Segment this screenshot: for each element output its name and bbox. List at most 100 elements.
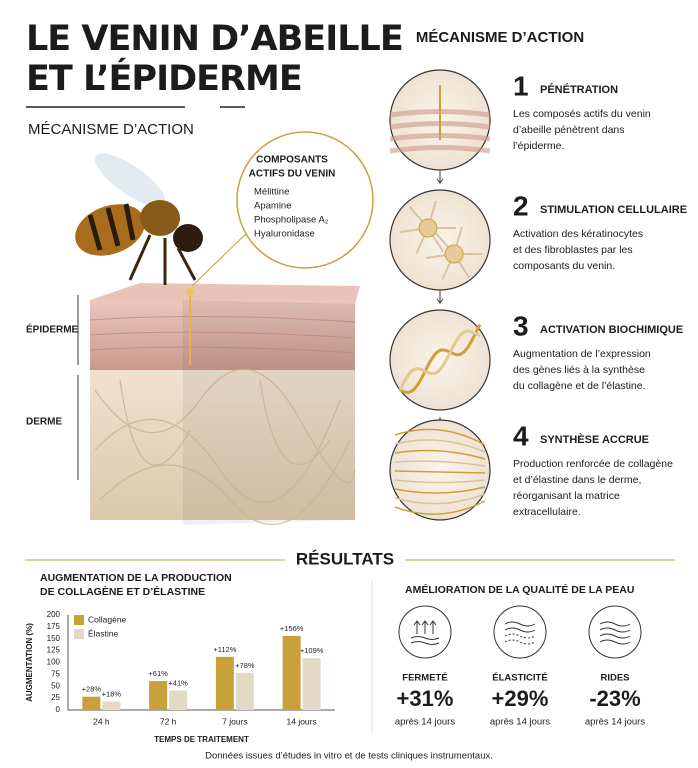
step-title: STIMULATION CELLULAIRE — [540, 204, 687, 216]
icon-wave — [410, 641, 440, 645]
footnote: Données issues d’études in vitro et de t… — [205, 751, 493, 762]
bar — [235, 672, 254, 710]
step-text: composants du venin. — [513, 260, 615, 272]
main-title: LE VENIN D’ABEILLE — [26, 19, 403, 59]
icon-dna — [399, 323, 482, 394]
step-icon — [394, 428, 486, 515]
quality-value: +29% — [492, 686, 549, 711]
legend-swatch — [74, 615, 84, 625]
quality-note: après 14 jours — [395, 717, 455, 728]
y-tick-label: 0 — [56, 705, 61, 714]
section-title: RÉSULTATS — [296, 549, 394, 568]
x-tick-label: 72 h — [160, 716, 177, 726]
icon-fiber — [394, 460, 486, 467]
component: Apamine — [254, 201, 292, 212]
step-title: PÉNÉTRATION — [540, 83, 618, 96]
step-text: des gènes liés à la synthèse — [513, 364, 645, 376]
section-title: MÉCANISME D’ACTION — [416, 29, 584, 46]
y-tick-label: 75 — [51, 669, 60, 678]
step-number: 4 — [513, 420, 529, 451]
quality-value: +31% — [397, 686, 454, 711]
value-label: +18% — [102, 689, 122, 698]
icon-wave — [504, 633, 536, 639]
icon-fiber — [394, 493, 486, 505]
icon-wave — [599, 621, 631, 627]
quality-value: -23% — [589, 686, 640, 711]
bar — [169, 690, 188, 710]
icon-layer — [389, 145, 491, 154]
quality-note: après 14 jours — [585, 717, 645, 728]
icon-fiber — [394, 439, 486, 453]
quality-title: AMÉLIORATION DE LA QUALITÉ DE LA PEAU — [405, 583, 634, 596]
bar — [82, 696, 101, 710]
step-title: ACTIVATION BIOCHIMIQUE — [540, 324, 683, 336]
icon-arrow-up — [413, 620, 421, 634]
legend-swatch — [74, 629, 84, 639]
chart-title: DE COLLAGÈNE ET D’ÉLASTINE — [40, 585, 205, 598]
step-text: extracellulaire. — [513, 506, 581, 518]
icon-wave — [410, 636, 440, 640]
step-circle — [389, 309, 491, 411]
step-text: l’épiderme. — [513, 140, 564, 152]
bar — [149, 681, 168, 710]
x-tick-label: 14 jours — [287, 716, 317, 726]
step-number: 2 — [513, 190, 529, 221]
step-arrow — [436, 178, 444, 184]
icon-fiber — [394, 449, 486, 460]
value-label: +156% — [280, 624, 304, 633]
icon-cell — [444, 244, 464, 264]
quality-label: RIDES — [600, 673, 629, 684]
step-text: réorganisant la matrice — [513, 490, 620, 502]
icon-dna — [398, 329, 481, 391]
quality-icon-circle — [588, 605, 642, 659]
y-tick-label: 150 — [47, 634, 61, 643]
y-axis-label: AUGMENTATION (%) — [25, 623, 34, 702]
icon-fiber — [394, 470, 486, 474]
legend-label: Collagène — [88, 614, 127, 624]
bar — [215, 656, 234, 710]
icon-fiber — [394, 428, 486, 446]
step-text: Augmentation de l’expression — [513, 348, 651, 360]
icon-arrow-up — [421, 620, 429, 634]
value-label: +61% — [148, 669, 168, 678]
x-tick-label: 24 h — [93, 716, 110, 726]
icon-wave — [599, 627, 631, 633]
value-label: +28% — [82, 685, 102, 694]
subtitle: MÉCANISME D’ACTION — [28, 121, 194, 138]
x-axis-label: TEMPS DE TRAITEMENT — [154, 735, 249, 744]
chart-title: AUGMENTATION DE LA PRODUCTION — [40, 572, 232, 584]
quality-icon-circle — [398, 605, 452, 659]
y-tick-label: 100 — [47, 658, 61, 667]
skin-cube — [89, 283, 360, 526]
callout-title: COMPOSANTS — [256, 155, 328, 166]
callout-line — [191, 224, 256, 287]
y-tick-label: 25 — [51, 693, 60, 702]
quality-icon-circle — [493, 605, 547, 659]
bar — [282, 635, 301, 710]
value-label: +112% — [213, 645, 236, 654]
icon-wave — [504, 627, 536, 633]
step-icon — [389, 85, 491, 154]
quality-label: ÉLASTICITÉ — [492, 673, 547, 684]
step-number: 3 — [513, 310, 529, 341]
step-text: et des fibroblastes par les — [513, 244, 633, 256]
step-text: et d’élastine dans le derme, — [513, 474, 641, 486]
step-text: Production renforcée de collagène — [513, 458, 673, 470]
bar — [102, 701, 121, 710]
quality-note: après 14 jours — [490, 717, 550, 728]
value-label: +78% — [235, 661, 255, 670]
step-title: SYNTHÈSE ACCRUE — [540, 433, 649, 446]
y-tick-label: 50 — [51, 681, 60, 690]
step-number: 1 — [513, 70, 529, 101]
y-tick-label: 175 — [47, 622, 61, 631]
callout-title: ACTIFS DU VENIN — [249, 169, 336, 180]
y-tick-label: 200 — [47, 610, 61, 619]
component: Mélittine — [254, 187, 289, 198]
value-label: +41% — [168, 679, 188, 688]
step-arrow — [436, 298, 444, 304]
icon-wave — [599, 633, 631, 639]
legend-label: Élastine — [88, 628, 119, 638]
icon-wave — [504, 621, 536, 627]
